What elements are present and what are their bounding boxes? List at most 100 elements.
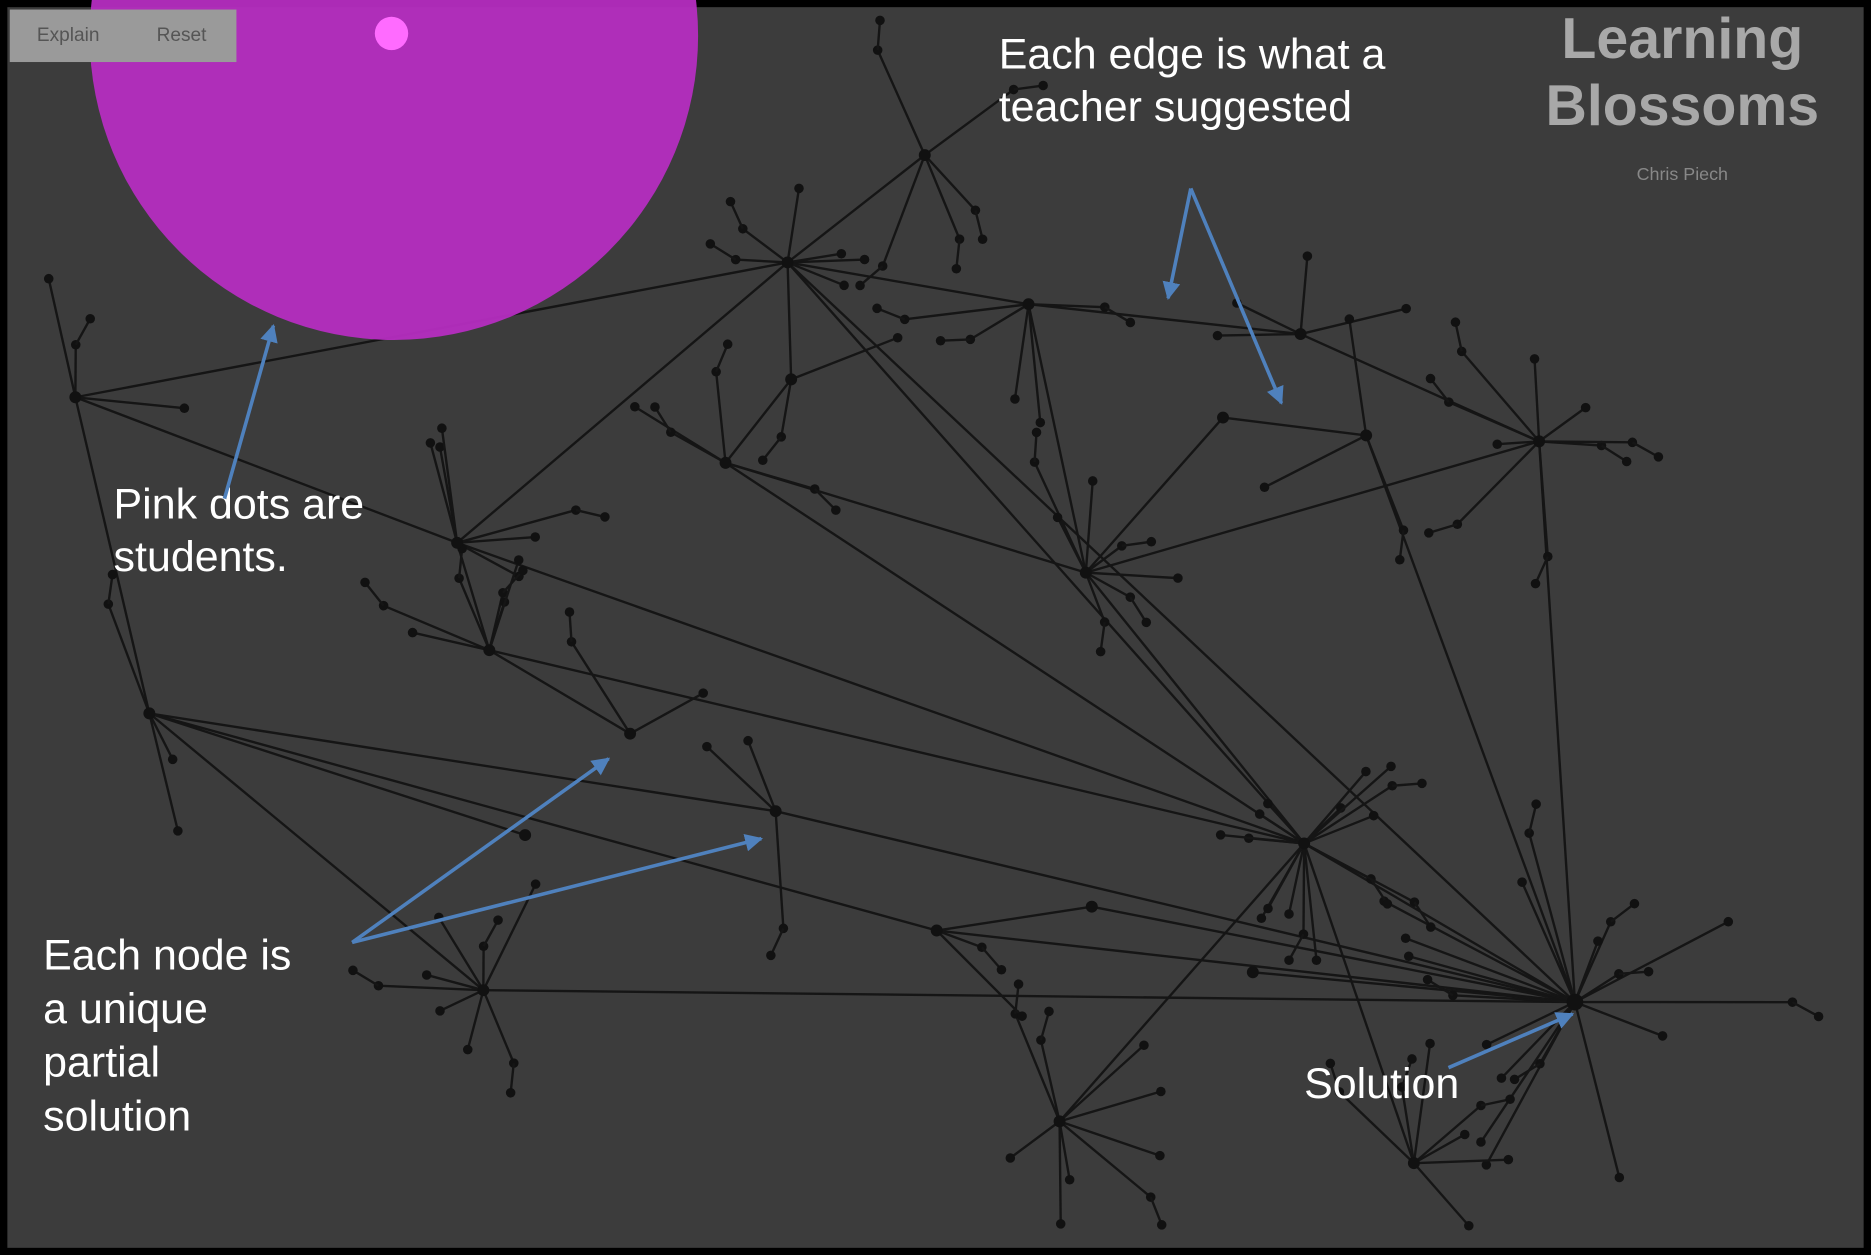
edge xyxy=(1533,358,1541,442)
node xyxy=(624,727,637,740)
edge xyxy=(412,631,490,652)
edge xyxy=(735,258,788,264)
node xyxy=(1139,1040,1149,1050)
node xyxy=(1395,555,1405,565)
edge xyxy=(457,535,536,544)
node xyxy=(1422,974,1433,985)
edge xyxy=(426,973,484,992)
edge xyxy=(1460,350,1541,443)
edge xyxy=(746,740,777,812)
edge xyxy=(1452,994,1575,1004)
edge xyxy=(1574,972,1620,1004)
node xyxy=(1215,830,1226,840)
edge xyxy=(786,188,801,263)
edge xyxy=(955,238,961,269)
node xyxy=(1517,877,1527,887)
node xyxy=(1481,1039,1492,1050)
node xyxy=(1653,452,1664,462)
node xyxy=(930,924,943,937)
node xyxy=(1044,1006,1054,1017)
node xyxy=(1450,317,1461,327)
arrow xyxy=(351,833,764,945)
node xyxy=(564,607,575,617)
node xyxy=(435,1006,445,1016)
node xyxy=(1496,1073,1507,1083)
node xyxy=(530,532,541,542)
edge xyxy=(378,984,484,992)
edge xyxy=(1303,770,1367,845)
node xyxy=(1476,1137,1486,1147)
explain-button[interactable]: Explain xyxy=(37,25,100,46)
annotation: Each node is xyxy=(43,931,291,979)
node xyxy=(1254,809,1265,819)
reset-button[interactable]: Reset xyxy=(157,25,208,46)
edge xyxy=(1104,306,1131,324)
node xyxy=(725,196,736,207)
edge xyxy=(148,713,180,832)
edge xyxy=(923,154,977,212)
node xyxy=(702,741,712,752)
node xyxy=(1593,936,1603,946)
node xyxy=(705,239,716,249)
annotation: Pink dots are xyxy=(114,480,365,528)
node xyxy=(1053,1115,1066,1128)
node xyxy=(407,627,418,638)
node xyxy=(831,505,841,515)
edge xyxy=(1791,1001,1820,1018)
edge xyxy=(364,581,385,607)
edge xyxy=(1412,1162,1470,1227)
node xyxy=(1361,766,1371,777)
edge xyxy=(1383,900,1576,1004)
edge xyxy=(148,712,174,760)
node xyxy=(1294,328,1307,340)
node xyxy=(1259,482,1270,493)
node xyxy=(1407,1157,1420,1170)
edge xyxy=(47,278,77,398)
edge xyxy=(1220,833,1305,845)
node xyxy=(1302,251,1313,261)
edge xyxy=(1059,1090,1162,1123)
node xyxy=(1085,900,1098,913)
node xyxy=(1344,314,1355,324)
edge xyxy=(1013,304,1030,400)
edge xyxy=(1413,901,1432,928)
node xyxy=(1505,1094,1515,1105)
edge xyxy=(787,261,845,287)
edge xyxy=(1129,596,1148,623)
node xyxy=(859,254,870,265)
edge xyxy=(725,461,816,491)
edge xyxy=(1027,304,1042,423)
node xyxy=(1723,916,1734,927)
edge xyxy=(1085,544,1123,574)
annotation: partial xyxy=(43,1039,160,1087)
node xyxy=(435,442,445,452)
arrow xyxy=(1447,1012,1575,1070)
node xyxy=(1425,373,1436,384)
node xyxy=(1627,437,1638,448)
edge xyxy=(1039,1011,1051,1041)
node xyxy=(1580,402,1591,413)
edge xyxy=(1217,332,1301,337)
node xyxy=(977,234,988,245)
node xyxy=(1087,476,1098,486)
edge xyxy=(653,406,672,433)
edge xyxy=(1429,377,1450,403)
node xyxy=(875,15,885,26)
edge xyxy=(1058,1121,1062,1224)
edge xyxy=(1303,842,1576,1004)
node xyxy=(630,401,640,412)
edge xyxy=(1539,440,1633,444)
node xyxy=(348,965,358,976)
edge xyxy=(724,461,1305,845)
node xyxy=(1334,1087,1345,1097)
edge xyxy=(1259,813,1305,845)
node xyxy=(935,335,946,346)
edge xyxy=(935,929,1023,1018)
edge xyxy=(1058,842,1306,1123)
node xyxy=(836,248,847,259)
node xyxy=(1529,354,1540,364)
edge xyxy=(1236,301,1302,336)
edge xyxy=(457,548,464,579)
node xyxy=(785,373,798,386)
edge xyxy=(149,712,776,813)
